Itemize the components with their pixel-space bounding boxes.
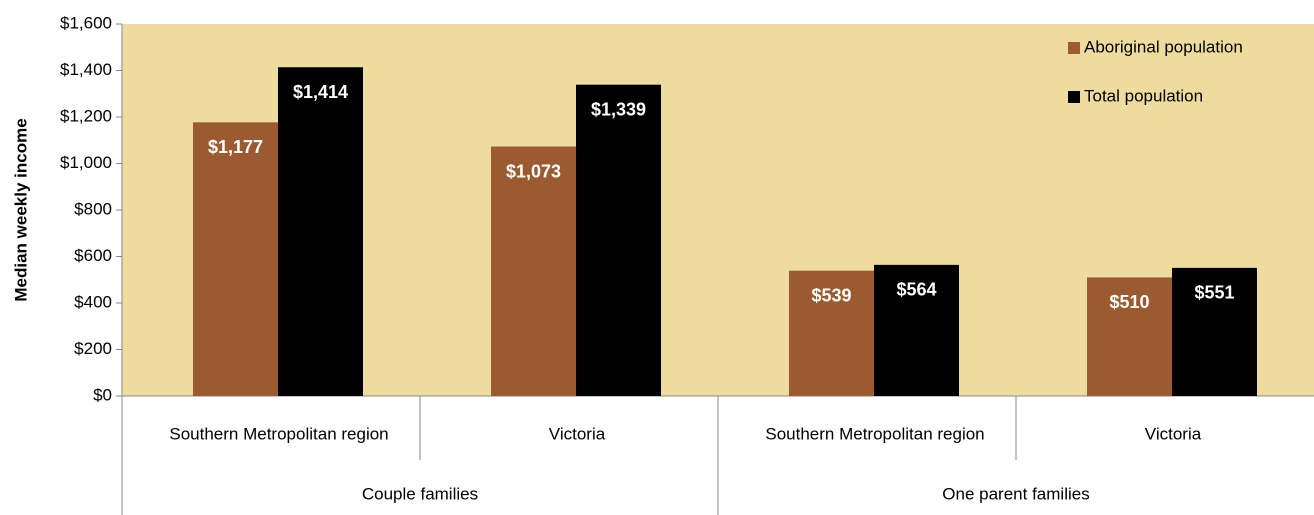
bar: [1172, 267, 1257, 396]
y-tick-label: $200: [74, 339, 112, 358]
y-tick-label: $0: [93, 385, 112, 404]
y-tick-label: $1,000: [60, 153, 112, 172]
value-label: $539: [811, 285, 851, 305]
x-tick-label: Southern Metropolitan region: [169, 424, 388, 443]
legend-swatch: [1068, 42, 1080, 54]
y-tick-label: $800: [74, 199, 112, 218]
y-tick-label: $1,600: [60, 13, 112, 32]
bar: [576, 84, 661, 397]
y-tick-label: $600: [74, 246, 112, 265]
value-label: $510: [1109, 292, 1149, 312]
y-axis-label: Median weekly income: [11, 118, 30, 301]
x-tick-label: Victoria: [1145, 424, 1202, 443]
bar: [1087, 277, 1172, 396]
y-tick-label: $1,400: [60, 60, 112, 79]
legend-swatch: [1068, 91, 1080, 103]
legend-label: Total population: [1084, 86, 1203, 105]
value-label: $551: [1194, 283, 1234, 303]
bar: [789, 270, 874, 396]
value-label: $1,177: [208, 137, 263, 157]
value-label: $1,073: [506, 161, 561, 181]
bar: [193, 122, 278, 396]
bar: [874, 264, 959, 396]
bar: [278, 67, 363, 397]
value-label: $1,339: [591, 99, 646, 119]
x-tick-label: Southern Metropolitan region: [765, 424, 984, 443]
bar: [491, 146, 576, 396]
x-tick-label: Victoria: [549, 424, 606, 443]
value-label: $564: [896, 280, 936, 300]
y-tick-label: $400: [74, 292, 112, 311]
group-label: One parent families: [942, 484, 1089, 503]
group-label: Couple families: [362, 484, 478, 503]
value-label: $1,414: [293, 82, 348, 102]
legend-label: Aboriginal population: [1084, 37, 1243, 56]
y-tick-label: $1,200: [60, 106, 112, 125]
